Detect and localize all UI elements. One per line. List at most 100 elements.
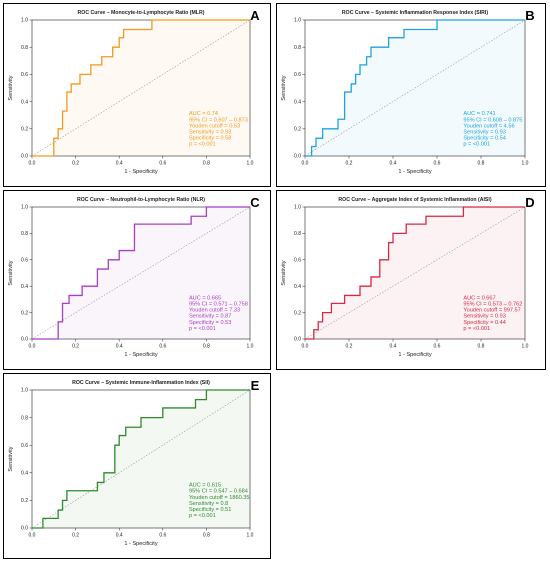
x-tick-label: 0.0 (29, 533, 36, 539)
plot-frame (31, 389, 251, 529)
y-tick-label: 1.0 (294, 18, 301, 24)
roc-panel-a: ROC Curve – Monocyte-to-Lymphocyte Ratio… (3, 3, 271, 187)
y-tick-label: 0.2 (21, 498, 28, 504)
reference-diagonal-line (31, 206, 251, 340)
reference-diagonal-line (304, 19, 526, 157)
x-tick-label: 0.8 (203, 161, 210, 167)
x-axis-label: 1 - Specificity (398, 352, 431, 358)
stat-line: p = <0.001 (189, 513, 216, 519)
y-tick-label: 0.8 (294, 45, 301, 51)
x-tick-label: 1.0 (522, 344, 529, 350)
y-axis-label: Sensitivity (8, 260, 14, 285)
y-tick-label: 0.6 (21, 443, 28, 449)
stat-line: Sensitivity = 0.93 (463, 314, 505, 320)
plot-frame (31, 19, 251, 157)
stat-line: Specificity = 0.53 (189, 320, 231, 326)
panel-letter: D (525, 195, 534, 210)
reference-diagonal-line (304, 206, 526, 340)
roc-curve-line (32, 389, 250, 529)
x-tick-label: 0.0 (29, 161, 36, 167)
y-tick-label: 1.0 (21, 205, 28, 211)
x-tick-label: 0.4 (116, 344, 123, 350)
roc-panel-d: ROC Curve – Aggregate Index of Systemic … (276, 190, 546, 370)
stat-line: Youden cutoff = 7.33 (189, 308, 240, 314)
x-tick-label: 0.2 (346, 344, 353, 350)
roc-curve-line (305, 19, 525, 157)
stat-line: Sensitivity = 0.93 (189, 130, 231, 136)
y-axis-label: Sensitivity (281, 260, 287, 285)
y-axis-label: Sensitivity (281, 75, 287, 100)
roc-curve-line (305, 206, 525, 340)
x-tick-label: 0.0 (302, 344, 309, 350)
panel-letter: C (250, 195, 260, 210)
x-tick-label: 0.2 (346, 161, 353, 167)
stat-line: Youden cutoff = 0.53 (189, 123, 240, 129)
x-tick-label: 0.2 (72, 344, 79, 350)
plot-frame (304, 206, 526, 340)
roc-panel-c: ROC Curve – Neutrophil-to-Lymphocyte Rat… (3, 190, 271, 370)
chart-title: ROC Curve – Systemic Inflammation Respon… (342, 10, 488, 16)
y-tick-label: 0.8 (21, 231, 28, 237)
stat-line: p = <0.001 (463, 142, 490, 148)
x-tick-label: 0.0 (29, 344, 36, 350)
x-axis-label: 1 - Specificity (124, 169, 157, 175)
x-tick-label: 0.6 (159, 161, 166, 167)
y-tick-label: 1.0 (21, 18, 28, 24)
y-axis-label: Sensitivity (8, 75, 14, 100)
x-tick-label: 0.4 (116, 161, 123, 167)
x-tick-label: 0.6 (159, 533, 166, 539)
x-tick-label: 0.0 (302, 161, 309, 167)
stat-line: Youden cutoff = 1860.35 (189, 495, 250, 501)
stat-line: 95% CI = 0.573 – 0.762 (463, 302, 522, 308)
roc-curve-line (32, 206, 250, 340)
x-tick-label: 0.8 (203, 344, 210, 350)
stat-line: 95% CI = 0.608 – 0.875 (463, 117, 522, 123)
y-tick-label: 0.0 (21, 337, 28, 343)
chart-title: ROC Curve – Aggregate Index of Systemic … (338, 197, 491, 203)
stat-line: p = <0.001 (463, 326, 490, 332)
roc-panel-b: ROC Curve – Systemic Inflammation Respon… (276, 3, 546, 187)
stat-line: Sensitivity = 0.93 (463, 130, 505, 136)
stat-line: Youden cutoff = 997.57 (463, 308, 520, 314)
y-tick-label: 0.4 (21, 99, 28, 105)
x-tick-label: 0.8 (203, 533, 210, 539)
panel-letter: E (251, 378, 260, 393)
y-tick-label: 1.0 (294, 205, 301, 211)
stat-line: 95% CI = 0.571 – 0.758 (189, 302, 248, 308)
y-tick-label: 0.0 (21, 526, 28, 532)
reference-diagonal-line (31, 19, 251, 157)
stat-line: p = <0.001 (189, 326, 216, 332)
y-tick-label: 0.4 (21, 471, 28, 477)
stat-line: Sensitivity = 0.87 (189, 314, 231, 320)
y-tick-label: 0.4 (294, 99, 301, 105)
chart-title: ROC Curve – Systemic Immune-Inflammation… (72, 380, 210, 386)
x-tick-label: 0.6 (434, 161, 441, 167)
x-tick-label: 0.6 (159, 344, 166, 350)
stat-line: Sensitivity = 0.8 (189, 501, 228, 507)
x-tick-label: 0.6 (434, 344, 441, 350)
x-tick-label: 0.2 (72, 161, 79, 167)
y-axis-label: Sensitivity (8, 446, 14, 471)
plot-frame (304, 19, 526, 157)
stat-line: Youden cutoff = 4.56 (463, 123, 514, 129)
y-tick-label: 0.4 (294, 284, 301, 290)
plot-frame (31, 206, 251, 340)
chart-title: ROC Curve – Monocyte-to-Lymphocyte Ratio… (78, 10, 205, 16)
x-tick-label: 1.0 (247, 161, 254, 167)
x-tick-label: 0.4 (390, 344, 397, 350)
y-tick-label: 0.0 (21, 154, 28, 160)
roc-panel-e: ROC Curve – Systemic Immune-Inflammation… (3, 373, 271, 559)
y-tick-label: 0.2 (294, 127, 301, 133)
stat-line: 95% CI = 0.547 – 0.684 (189, 489, 248, 495)
y-tick-label: 0.2 (21, 310, 28, 316)
panel-letter: B (525, 8, 534, 23)
stat-line: p = <0.001 (189, 142, 216, 148)
y-tick-label: 0.8 (294, 231, 301, 237)
y-tick-label: 0.0 (294, 337, 301, 343)
stat-line: AUC = 0.665 (189, 295, 221, 301)
x-tick-label: 0.8 (478, 161, 485, 167)
chart-title: ROC Curve – Neutrophil-to-Lymphocyte Rat… (77, 197, 205, 203)
x-axis-label: 1 - Specificity (398, 169, 431, 175)
roc-chart-svg: ROC Curve – Neutrophil-to-Lymphocyte Rat… (8, 195, 260, 358)
